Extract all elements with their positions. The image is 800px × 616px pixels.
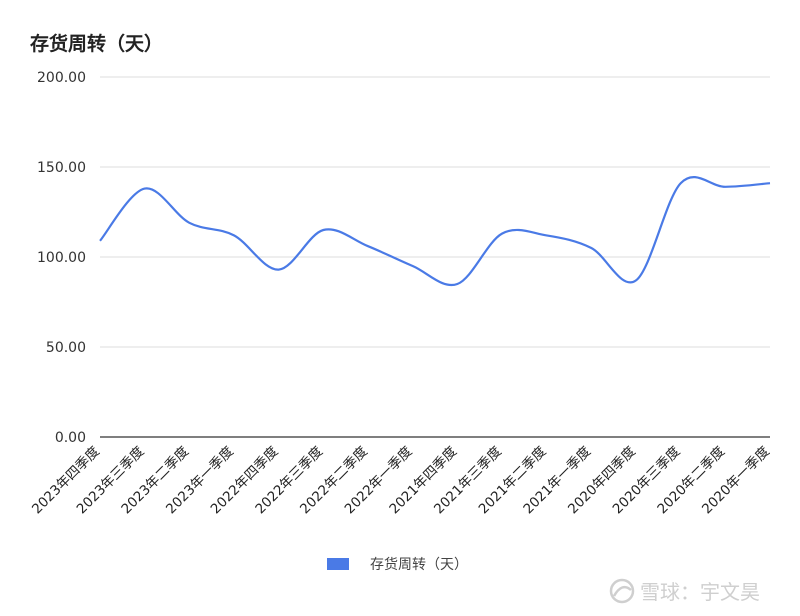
data-point bbox=[454, 281, 460, 287]
series-line bbox=[99, 176, 771, 287]
data-point bbox=[231, 232, 237, 238]
watermark-text: 雪球：宇文昊 bbox=[640, 580, 760, 604]
data-point bbox=[142, 186, 148, 192]
data-point bbox=[410, 263, 416, 269]
y-tick-label: 150.00 bbox=[37, 160, 86, 176]
y-tick-label: 100.00 bbox=[37, 250, 86, 266]
data-point bbox=[320, 227, 326, 233]
legend-label: 存货周转（天） bbox=[370, 556, 468, 573]
data-point bbox=[722, 184, 728, 190]
data-point bbox=[544, 232, 550, 238]
legend-swatch bbox=[327, 558, 349, 570]
data-point bbox=[633, 277, 639, 283]
chart-title: 存货周转（天） bbox=[30, 32, 163, 55]
grid-layer bbox=[100, 76, 770, 438]
snowball-logo-icon bbox=[609, 578, 635, 604]
data-point bbox=[767, 180, 773, 186]
x-axis-ticks: 2023年四季度2023年三季度2023年二季度2023年一季度2022年四季度… bbox=[29, 444, 773, 518]
data-point bbox=[97, 238, 103, 244]
data-point bbox=[499, 231, 505, 237]
y-tick-label: 50.00 bbox=[46, 340, 86, 356]
data-point bbox=[678, 180, 684, 186]
data-point bbox=[186, 220, 192, 226]
data-point bbox=[276, 267, 282, 273]
legend[interactable]: 存货周转（天） bbox=[327, 556, 468, 573]
y-tick-label: 0.00 bbox=[55, 430, 86, 446]
data-point bbox=[588, 245, 594, 251]
y-axis-ticks: 0.00 50.00 100.00 150.00 200.00 bbox=[37, 70, 86, 446]
watermark: 雪球：宇文昊 bbox=[609, 578, 760, 604]
data-point bbox=[365, 243, 371, 249]
series-layer bbox=[97, 176, 773, 287]
y-tick-label: 200.00 bbox=[37, 70, 86, 86]
